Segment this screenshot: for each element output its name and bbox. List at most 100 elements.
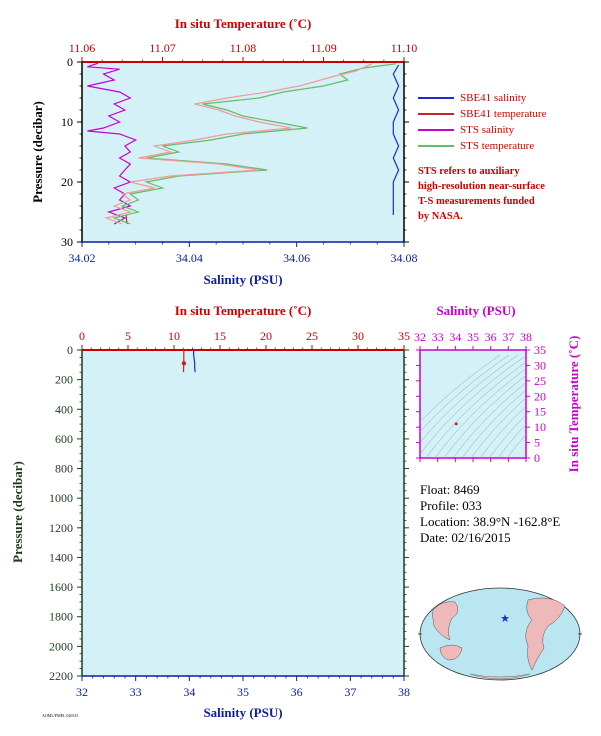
float-info: Float: 8469 Profile: 033 Location: 38.9°… [420, 482, 560, 546]
map-americas [525, 597, 566, 671]
float-location-star: ★ [500, 613, 510, 625]
left-axis-tick-label: 1400 [49, 550, 73, 564]
full-profile-chart: In situ Temperature (˚C) 0 5 10 15 20 25 30 35 … [10, 303, 410, 720]
top-axis-tick-label: 30 [352, 329, 364, 343]
main-temp-ticks: 0 5 10 15 20 25 30 35 [79, 329, 410, 351]
legend-swatch-sts-salinity [418, 129, 454, 131]
top-pressure-ticks: 0 10 20 30 [61, 55, 409, 249]
series-line-sts-temperature [112, 63, 397, 225]
top-axis-tick-label: 15 [214, 329, 226, 343]
ts-top-tick-label: 35 [467, 330, 479, 344]
series-line-sts-temperature-pink-trace- [104, 63, 373, 225]
footer-credit: AOML/PMEL 020315 [42, 713, 79, 718]
left-axis-tick-label: 2200 [49, 669, 73, 683]
top-axis-tick-label: 11.07 [149, 41, 176, 55]
bottom-axis-tick-label: 34 [183, 685, 195, 699]
ts-contour-line [488, 414, 526, 458]
ts-right-tick-label: 20 [534, 389, 546, 403]
ts-contour-line [461, 389, 526, 458]
series-line-sbe41-salinity [392, 64, 400, 215]
ts-salinity-axis-title: Salinity (PSU) [436, 303, 515, 318]
ts-right-tick-label: 30 [534, 358, 546, 372]
legend-item-sbe41-salinity: SBE41 salinity [418, 90, 546, 106]
legend-label-sts-salinity: STS salinity [460, 124, 515, 136]
ts-right-tick-label: 10 [534, 420, 546, 434]
ts-plot-area [419, 349, 527, 459]
series-line-sbe41-salinity [193, 350, 196, 373]
ts-right-tick-label: 15 [534, 405, 546, 419]
top-salinity-axis-title: Salinity (PSU) [203, 272, 282, 287]
bottom-axis-tick-label: 34.06 [283, 251, 310, 265]
world-map: ★ [418, 587, 582, 681]
sts-note-line: STS refers to auxiliary [418, 166, 520, 177]
ts-contour-line [443, 375, 526, 458]
float-location: Location: 38.9°N -162.8°E [420, 514, 561, 529]
ts-contour-line [420, 354, 519, 443]
main-pressure-ticks: 0 200 400 600 800 1000 1200 1400 1600 1800 2000 220… [49, 343, 409, 683]
sts-note: STS refers to auxiliary high-resolution … [418, 164, 598, 224]
ts-contour-line [479, 405, 526, 458]
main-salinity-axis-title: Salinity (PSU) [203, 705, 282, 720]
bottom-axis-tick-label: 34.08 [391, 251, 418, 265]
ts-top-tick-label: 36 [485, 330, 497, 344]
ts-top-tick-label: 32 [414, 330, 426, 344]
top-series-group [87, 62, 400, 225]
left-axis-tick-label: 1800 [49, 610, 73, 624]
bottom-axis-tick-label: 38 [398, 685, 410, 699]
ts-salinity-ticks: 32 33 34 35 36 37 38 [414, 330, 532, 462]
top-axis-tick-label: 11.06 [69, 41, 96, 55]
left-axis-tick-label: 30 [61, 235, 73, 249]
bottom-axis-tick-label: 32 [76, 685, 88, 699]
top-axis-tick-label: 20 [260, 329, 272, 343]
top-temp-ticks: 11.06 11.07 11.08 11.09 11.10 [69, 41, 418, 63]
left-axis-tick-label: 1600 [49, 580, 73, 594]
ts-contour-line [425, 361, 526, 458]
bottom-axis-tick-label: 33 [130, 685, 142, 699]
left-axis-tick-label: 200 [55, 373, 73, 387]
ts-contour-line [420, 354, 510, 433]
bottom-axis-tick-label: 34.04 [176, 251, 203, 265]
series-line-sbe41-temperature [125, 215, 128, 225]
top-axis-tick-label: 5 [125, 329, 131, 343]
main-pressure-axis-title: Pressure (decibar) [10, 461, 25, 563]
bottom-axis-tick-label: 37 [344, 685, 356, 699]
ts-contour-line [470, 397, 526, 458]
top-chart-legend: SBE41 salinity SBE41 temperature STS sal… [418, 90, 546, 154]
sts-note-line: T-S measurements funded [418, 196, 535, 207]
sts-note-line: high-resolution near-surface [418, 181, 545, 192]
main-surface-marker [181, 361, 187, 366]
legend-swatch-sts-temperature [418, 145, 454, 147]
top-axis-tick-label: 25 [306, 329, 318, 343]
left-axis-tick-label: 0 [67, 343, 73, 357]
legend-swatch-sbe41-salinity [418, 97, 454, 99]
left-axis-tick-label: 1200 [49, 521, 73, 535]
profile-number: Profile: 033 [420, 498, 482, 513]
ts-top-tick-label: 38 [520, 330, 532, 344]
legend-item-sts-salinity: STS salinity [418, 122, 546, 138]
top-axis-tick-label: 11.08 [230, 41, 257, 55]
ts-contour-line [506, 433, 526, 458]
left-axis-tick-label: 10 [61, 115, 73, 129]
ts-points-group [454, 422, 458, 426]
ts-right-tick-label: 25 [534, 374, 546, 388]
ts-density-contours [420, 354, 526, 458]
ts-top-tick-label: 37 [502, 330, 514, 344]
map-australia [439, 644, 463, 661]
top-axis-tick-label: 0 [79, 329, 85, 343]
legend-swatch-sbe41-temperature [418, 113, 454, 115]
map-antarctica [469, 673, 531, 680]
sts-note-line: by NASA. [418, 211, 463, 222]
ts-contour-line [420, 354, 501, 423]
ts-point [454, 422, 458, 426]
top-axis-tick-label: 11.10 [391, 41, 418, 55]
ts-contour-line [497, 423, 526, 458]
ts-right-tick-label: 5 [534, 436, 540, 450]
bottom-axis-tick-label: 34.02 [69, 251, 96, 265]
main-temp-axis-title: In situ Temperature (˚C) [175, 303, 312, 318]
left-axis-tick-label: 800 [55, 462, 73, 476]
legend-label-sts-temperature: STS temperature [460, 140, 535, 152]
ts-right-tick-label: 35 [534, 343, 546, 357]
